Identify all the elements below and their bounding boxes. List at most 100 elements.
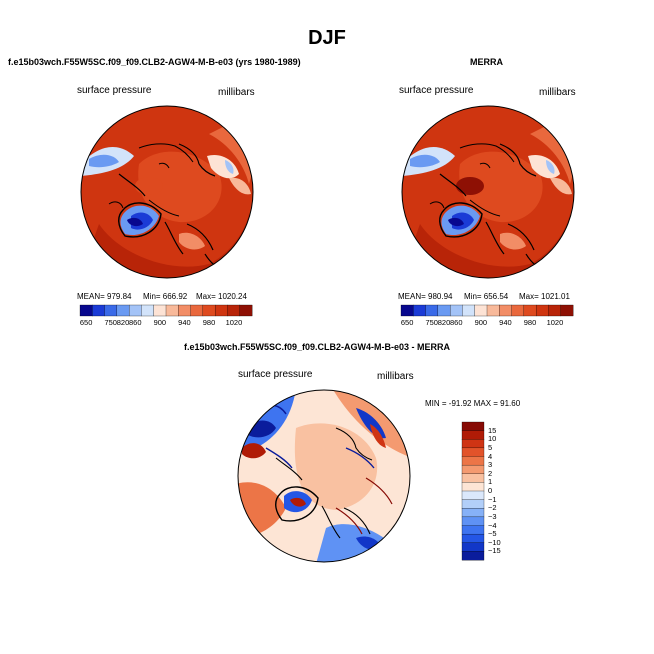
diff-contours-red: [335, 477, 393, 535]
siberian-high: [456, 177, 484, 195]
colorbar-box-3: [116, 304, 130, 317]
coastline-greenland: [118, 202, 162, 238]
diff-field-label: surface pressure: [238, 369, 313, 380]
diff-title: f.e15b03wch.F55W5SC.f09_f09.CLB2-AGW4-M-…: [184, 342, 451, 352]
diff-colorbar-box-3: [461, 447, 485, 457]
tibet-core: [410, 154, 440, 168]
diff-map-border: [237, 389, 411, 563]
panel-1-colorbar: [79, 304, 253, 317]
diff-colorbar-box-13: [461, 533, 485, 544]
diff-asia-red: [242, 443, 266, 459]
colorbar-box-6: [153, 304, 167, 317]
diff-minmax: MIN = -91.92 MAX = 91.60: [425, 399, 521, 408]
diff-polar-map: [237, 389, 411, 563]
diff-colorbar-tick-label: −3: [488, 511, 497, 521]
diff-colorbar-box-4: [461, 456, 485, 466]
diff-colorbar-box-12: [461, 525, 485, 535]
colorbar-box-9: [190, 304, 204, 317]
coastline-asia: [439, 143, 537, 197]
panel-1-units-label: millibars: [218, 87, 255, 98]
colorbar-box-1: [92, 304, 105, 317]
panel-1-mean: MEAN= 979.84: [77, 292, 132, 301]
diff-colorbar-tick-label: 15: [488, 425, 497, 435]
diff-colorbar-tick-label: 1: [488, 477, 493, 487]
colorbar-box-13: [560, 304, 574, 317]
panel-2-min: Min= 656.54: [464, 292, 509, 301]
colorbar-box-5: [141, 304, 155, 317]
panel-1-polar-map: [80, 105, 254, 279]
colorbar-box-2: [104, 304, 118, 317]
panel-2-mean: MEAN= 980.94: [398, 292, 453, 301]
diff-colorbar-box-7: [461, 482, 485, 492]
colorbar-box-1: [413, 304, 426, 317]
diff-colorbar-ticks: 15 10 5 4 3 2 1 0 −1 −2 −3 −4 −5 −10 −15: [488, 422, 518, 560]
colorbar-box-10: [523, 304, 537, 317]
colorbar-tick-label: 860: [450, 318, 463, 327]
colorbar-box-6: [474, 304, 488, 317]
colorbar-tick-label: 1020: [546, 318, 564, 327]
colorbar-tick-label: 900: [153, 318, 167, 327]
coastline-greenland: [439, 202, 483, 238]
diff-rockies-red: [370, 424, 386, 448]
colorbar-tick-label: 1020: [225, 318, 243, 327]
colorbar-tick-label: 980: [523, 318, 537, 327]
pacific-band: [81, 214, 253, 278]
rocky-core: [225, 160, 234, 174]
diff-colorbar-box-0: [461, 421, 485, 431]
canadian-land: [530, 124, 574, 184]
map-border: [80, 105, 254, 279]
colorbar-tick-label: 650: [79, 318, 93, 327]
diff-colorbar-box-5: [461, 464, 485, 475]
diff-colorbar-box-2: [461, 439, 485, 449]
tibet-core: [89, 154, 119, 168]
colorbar-box-0: [400, 304, 414, 317]
colorbar-tick-label: 820: [437, 318, 451, 327]
colorbar-box-9: [511, 304, 525, 317]
map-field: [81, 106, 253, 278]
colorbar-tick-label: 860: [129, 318, 142, 327]
diff-colorbar-tick-label: −1: [488, 494, 497, 504]
panel-1-min: Min= 666.92: [143, 292, 188, 301]
colorbar-box-8: [178, 304, 191, 317]
panel-2-units-label: millibars: [539, 87, 576, 98]
panel-1-colorbar-ticks: 650 750 820 860 900 940 980 1020: [80, 318, 252, 328]
colorbar-tick-label: 940: [178, 318, 191, 327]
panel-2-colorbar-ticks: 650 750 820 860 900 940 980 1020: [401, 318, 573, 328]
diff-colorbar-tick-label: −2: [488, 503, 497, 513]
canadian-land: [209, 124, 253, 184]
colorbar-box-7: [165, 304, 179, 317]
diff-colorbar-tick-label: 5: [488, 442, 493, 452]
diff-arctic: [294, 423, 378, 510]
coastline-islands: [429, 162, 491, 209]
siberian-high: [135, 177, 163, 195]
arctic-basin: [138, 151, 222, 223]
diff-coastline-greenland: [275, 486, 319, 522]
diff-colorbar-tick-label: 3: [488, 460, 493, 470]
diff-coastline-land: [275, 427, 373, 539]
colorbar-box-4: [449, 304, 463, 317]
colorbar-tick-label: 750: [104, 318, 117, 327]
highland-patch: [550, 177, 572, 195]
diff-colorbar-box-14: [461, 542, 485, 552]
arctic-basin: [459, 151, 543, 223]
colorbar-box-4: [128, 304, 142, 317]
diff-greenland-red: [290, 497, 306, 507]
diff-colorbar-tick-label: −5: [488, 529, 497, 539]
diff-colorbar-tick-label: 10: [488, 434, 497, 444]
greenland-peak: [127, 217, 143, 227]
pacific-band: [402, 214, 574, 278]
coastline-islands: [108, 162, 170, 209]
colorbar-box-2: [425, 304, 439, 317]
diff-colorbar-box-6: [461, 473, 485, 483]
diff-colorbar-tick-label: 2: [488, 468, 493, 478]
panel-2-colorbar: [400, 304, 574, 317]
diff-units-label: millibars: [377, 371, 414, 382]
diff-colorbar-tick-label: 4: [488, 451, 493, 461]
colorbar-box-10: [202, 304, 216, 317]
map-field: [402, 106, 574, 278]
diff-colorbar-tick-label: −10: [488, 537, 501, 547]
colorbar-box-12: [227, 304, 241, 317]
diff-colorbar-tick-label: 0: [488, 486, 493, 495]
colorbar-tick-label: 650: [400, 318, 414, 327]
panel-2-field-label: surface pressure: [399, 85, 474, 96]
